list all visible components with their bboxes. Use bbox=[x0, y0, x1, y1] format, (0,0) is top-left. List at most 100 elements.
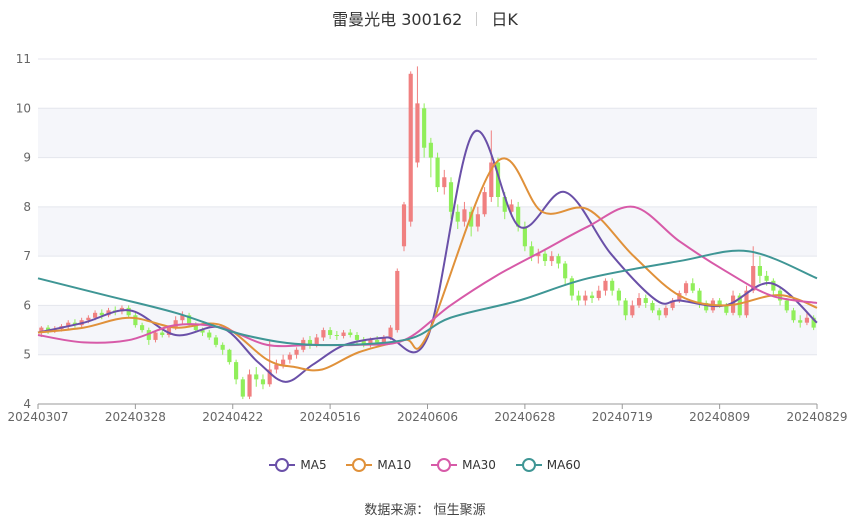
candle-body bbox=[522, 226, 527, 247]
legend-item-ma5[interactable]: MA5 bbox=[269, 458, 327, 472]
candle-body bbox=[623, 300, 628, 316]
chart-title: 雷曼光电 300162 日K bbox=[0, 6, 850, 30]
y-tick-label: 4 bbox=[23, 397, 31, 411]
candle-body bbox=[240, 379, 245, 397]
candle-body bbox=[475, 214, 480, 227]
candle-body bbox=[254, 374, 259, 380]
legend-item-ma10[interactable]: MA10 bbox=[346, 458, 411, 472]
candle-body bbox=[220, 344, 225, 350]
candle-body bbox=[469, 211, 474, 227]
candle-body bbox=[408, 73, 413, 222]
x-tick-label: 20240809 bbox=[689, 410, 750, 424]
candle-body bbox=[247, 374, 252, 397]
candle-body bbox=[751, 266, 756, 291]
x-tick-label: 20240606 bbox=[397, 410, 458, 424]
candle-body bbox=[697, 290, 702, 303]
candle-body bbox=[576, 295, 581, 301]
candle-body bbox=[583, 295, 588, 301]
y-tick-label: 7 bbox=[23, 249, 31, 263]
candle-body bbox=[133, 315, 138, 326]
candle-body bbox=[388, 327, 393, 338]
candle-body bbox=[442, 177, 447, 188]
candle-body bbox=[166, 327, 172, 335]
candle-body bbox=[287, 354, 292, 360]
data-source: 数据来源： 恒生聚源 bbox=[0, 499, 850, 518]
ma-line-ma60 bbox=[37, 249, 818, 347]
candle-body bbox=[663, 307, 668, 316]
candle-body bbox=[757, 266, 762, 276]
candle-body bbox=[536, 253, 541, 257]
stock-name: 雷曼光电 300162 bbox=[332, 10, 463, 29]
candle-body bbox=[274, 364, 279, 370]
candle-body bbox=[589, 295, 595, 299]
candle-body bbox=[495, 162, 501, 197]
candle-body bbox=[354, 335, 360, 340]
candle-body bbox=[677, 293, 682, 301]
candle-body bbox=[596, 290, 601, 299]
candle-body bbox=[670, 300, 675, 308]
candle-body bbox=[99, 312, 104, 316]
candle-body bbox=[724, 305, 729, 313]
candle-body bbox=[643, 298, 648, 303]
candle-body bbox=[86, 317, 91, 321]
candle-body bbox=[616, 290, 621, 301]
y-tick-label: 8 bbox=[23, 200, 31, 214]
candle-body bbox=[307, 339, 313, 345]
legend-marker-ma10 bbox=[346, 458, 373, 472]
source-label: 数据来源： bbox=[364, 503, 430, 518]
candle-body bbox=[153, 332, 158, 340]
candle-body bbox=[482, 192, 487, 215]
candle-body bbox=[509, 204, 514, 212]
candle-body bbox=[791, 310, 796, 321]
candle-body bbox=[341, 332, 346, 336]
candle-body bbox=[610, 280, 615, 291]
legend-label-ma60: MA60 bbox=[546, 458, 581, 472]
candle-body bbox=[422, 108, 427, 148]
legend-marker-ma30 bbox=[431, 458, 458, 472]
candle-body bbox=[146, 330, 151, 340]
candle-body bbox=[328, 330, 333, 335]
candle-body bbox=[489, 162, 494, 197]
x-tick-label: 20240307 bbox=[7, 410, 68, 424]
title-divider bbox=[476, 12, 478, 26]
grid-band bbox=[38, 206, 817, 257]
candle-body bbox=[93, 312, 98, 318]
candle-body bbox=[630, 305, 635, 316]
candle-body bbox=[556, 256, 561, 264]
candle-body bbox=[657, 310, 662, 316]
legend: MA5 MA10 MA30 MA60 bbox=[0, 458, 850, 475]
candle-body bbox=[140, 325, 145, 331]
candle-body bbox=[381, 337, 386, 343]
candle-body bbox=[401, 204, 407, 247]
y-tick-label: 11 bbox=[16, 52, 31, 66]
candle-body bbox=[227, 349, 232, 363]
candle-body bbox=[636, 298, 642, 306]
candle-body bbox=[563, 263, 568, 279]
candle-body bbox=[737, 295, 742, 316]
candle-body bbox=[542, 253, 548, 262]
candle-body bbox=[173, 320, 178, 328]
candle-body bbox=[798, 320, 803, 323]
candle-body bbox=[160, 332, 165, 335]
source-value: 恒生聚源 bbox=[433, 503, 486, 518]
candle-body bbox=[804, 317, 810, 323]
period-label: 日K bbox=[491, 10, 518, 29]
candle-body bbox=[193, 325, 198, 331]
candle-body bbox=[428, 142, 433, 158]
candle-body bbox=[516, 206, 521, 227]
ma-line-ma10 bbox=[37, 157, 818, 372]
legend-item-ma60[interactable]: MA60 bbox=[515, 458, 581, 472]
candle-body bbox=[744, 290, 749, 316]
legend-marker-ma5 bbox=[269, 458, 296, 472]
candle-body bbox=[314, 337, 319, 345]
y-tick-label: 10 bbox=[16, 101, 31, 115]
candle-body bbox=[180, 315, 185, 321]
candle-body bbox=[771, 280, 776, 291]
legend-item-ma30[interactable]: MA30 bbox=[431, 458, 496, 472]
candle-body bbox=[187, 315, 192, 326]
legend-marker-ma60 bbox=[515, 458, 542, 472]
candle-body bbox=[200, 330, 205, 333]
candle-body bbox=[683, 283, 689, 294]
candle-body bbox=[764, 275, 769, 281]
candle-body bbox=[549, 256, 554, 262]
